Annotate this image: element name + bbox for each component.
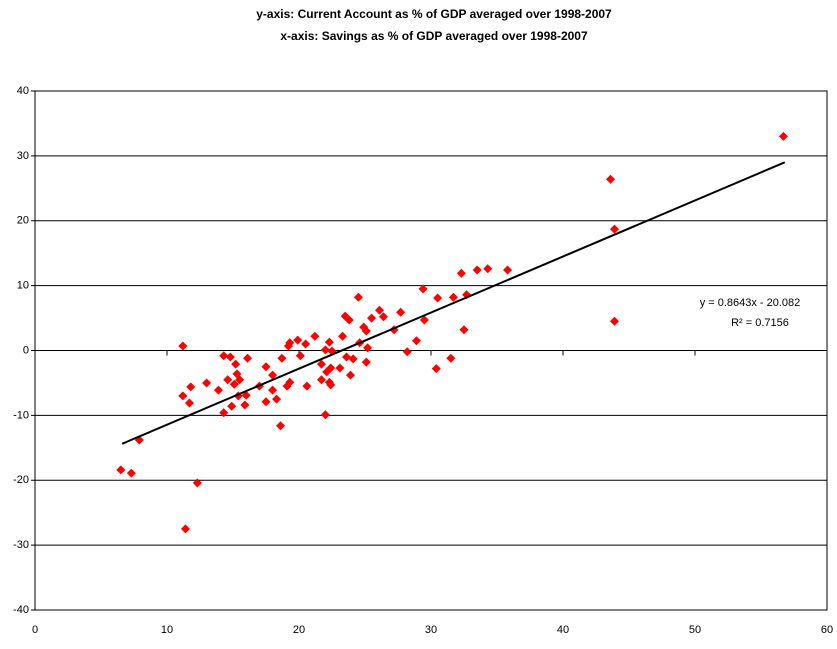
data-point (243, 353, 253, 363)
data-point (261, 362, 271, 372)
data-point (178, 391, 188, 401)
data-point (606, 174, 616, 184)
data-point (240, 400, 250, 410)
data-point (202, 378, 212, 388)
x-tick-label: 50 (689, 624, 701, 636)
data-point (223, 375, 233, 385)
y-tick-label: 0 (23, 344, 29, 356)
data-point (316, 375, 326, 385)
data-point (229, 379, 239, 389)
y-tick-label: 10 (17, 280, 29, 292)
data-point (293, 335, 303, 345)
data-point (225, 352, 235, 362)
data-point (261, 397, 271, 407)
data-point (219, 408, 229, 418)
data-point (472, 265, 482, 275)
data-point (361, 357, 371, 367)
data-point (609, 224, 619, 234)
y-tick-label: -20 (13, 474, 29, 486)
data-point (326, 363, 336, 373)
data-point (231, 359, 241, 369)
data-point (268, 385, 278, 395)
y-tick-label: -40 (13, 604, 29, 616)
data-point (418, 284, 428, 294)
data-point (483, 264, 493, 274)
data-point (276, 421, 286, 431)
data-point (310, 331, 320, 341)
trendline (121, 161, 786, 445)
x-tick-label: 60 (821, 624, 833, 636)
data-point (235, 375, 245, 385)
data-point (219, 351, 229, 361)
data-point (316, 359, 326, 369)
data-point (320, 345, 330, 355)
data-point (213, 385, 223, 395)
y-tick-label: 20 (17, 215, 29, 227)
data-point (342, 352, 352, 362)
y-tick-label: -10 (13, 409, 29, 421)
data-point (301, 339, 311, 349)
data-point (295, 351, 305, 361)
y-tick-label: 40 (17, 85, 29, 97)
data-point (609, 316, 619, 326)
data-point (433, 293, 443, 303)
data-point (375, 305, 385, 315)
data-point (326, 380, 336, 390)
data-point (268, 370, 278, 380)
data-point (324, 337, 334, 347)
data-point (178, 341, 188, 351)
data-point (778, 131, 788, 141)
data-point (116, 465, 126, 475)
data-point (184, 398, 194, 408)
data-point (456, 268, 466, 278)
data-point (227, 401, 237, 411)
data-point (348, 354, 358, 364)
y-tick-label: 30 (17, 150, 29, 162)
x-tick-label: 10 (161, 624, 173, 636)
data-point (419, 315, 429, 325)
data-point (344, 315, 354, 325)
data-point (361, 326, 371, 336)
data-point (431, 364, 441, 374)
data-point (353, 292, 363, 302)
data-point (302, 381, 312, 391)
data-point (320, 410, 330, 420)
data-point (285, 377, 295, 387)
data-point (192, 478, 202, 488)
data-point (338, 331, 348, 341)
chart-subtitle: x-axis: Savings as % of GDP averaged ove… (280, 29, 588, 43)
data-point (378, 312, 388, 322)
y-tick-label: -30 (13, 539, 29, 551)
data-point (367, 313, 377, 323)
data-point (272, 394, 282, 404)
data-point (285, 338, 295, 348)
x-tick-label: 0 (32, 624, 38, 636)
data-point (277, 353, 287, 363)
data-point (459, 325, 469, 335)
data-point (186, 382, 196, 392)
data-point (335, 363, 345, 373)
data-point (396, 307, 406, 317)
data-point (446, 353, 456, 363)
data-point (503, 265, 513, 275)
trendline-equation: y = 0.8643x - 20.082 (700, 297, 801, 309)
x-tick-label: 20 (293, 624, 305, 636)
trendline-r2: R² = 0.7156 (731, 317, 789, 329)
data-point (345, 370, 355, 380)
x-tick-label: 30 (425, 624, 437, 636)
data-point (363, 343, 373, 353)
chart-title: y-axis: Current Account as % of GDP aver… (256, 7, 612, 21)
data-point (448, 292, 458, 302)
data-point (126, 468, 136, 478)
x-tick-label: 40 (557, 624, 569, 636)
data-point (402, 347, 412, 357)
data-point (411, 336, 421, 346)
data-point (180, 524, 190, 534)
